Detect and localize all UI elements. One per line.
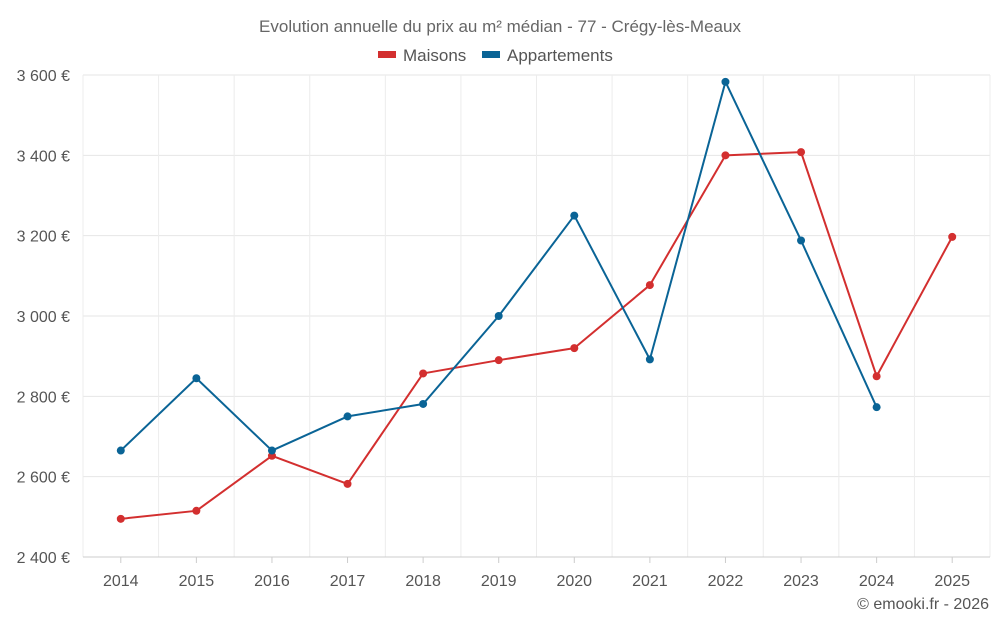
data-point-appartements[interactable] (872, 403, 881, 412)
legend-item-maisons[interactable]: Maisons (378, 46, 466, 65)
data-point-maisons[interactable] (570, 344, 579, 353)
x-tick-label: 2016 (254, 573, 290, 590)
legend: Maisons Appartements (378, 46, 613, 65)
data-point-maisons[interactable] (116, 514, 125, 523)
legend-item-appartements[interactable]: Appartements (482, 46, 613, 65)
x-tick-label: 2025 (934, 573, 970, 590)
data-point-appartements[interactable] (797, 236, 806, 245)
data-point-appartements[interactable] (570, 211, 579, 220)
x-tick-label: 2014 (103, 573, 139, 590)
x-tick-label: 2020 (556, 573, 592, 590)
data-point-appartements[interactable] (343, 412, 352, 421)
x-tick-label: 2019 (481, 573, 517, 590)
y-tick-label: 3 600 € (17, 68, 70, 85)
x-tick-label: 2024 (859, 573, 895, 590)
data-point-maisons[interactable] (872, 372, 881, 381)
data-point-appartements[interactable] (721, 77, 730, 86)
data-point-appartements[interactable] (116, 446, 125, 455)
data-point-maisons[interactable] (343, 479, 352, 488)
credit-text: © emooki.fr - 2026 (857, 596, 989, 613)
data-point-appartements[interactable] (645, 355, 654, 364)
y-tick-label: 2 600 € (17, 470, 70, 487)
data-point-appartements[interactable] (419, 399, 428, 408)
legend-label-appartements: Appartements (507, 46, 613, 65)
x-tick-label: 2022 (708, 573, 744, 590)
x-tick-label: 2021 (632, 573, 668, 590)
data-point-maisons[interactable] (192, 506, 201, 515)
x-tick-label: 2015 (179, 573, 215, 590)
data-point-maisons[interactable] (419, 369, 428, 378)
legend-swatch-appartements (482, 51, 500, 58)
y-tick-label: 3 400 € (17, 148, 70, 165)
series-line-maisons (120, 151, 954, 520)
data-point-appartements[interactable] (494, 312, 503, 320)
data-point-maisons[interactable] (721, 151, 730, 160)
axes: 2 400 € 2 600 € 2 800 € 3 000 € 3 200 € 3 400… (17, 68, 990, 590)
series-appartements (116, 77, 881, 455)
y-tick-label: 2 800 € (17, 389, 70, 406)
series-group (116, 77, 957, 523)
data-point-appartements[interactable] (192, 374, 201, 383)
data-point-maisons[interactable] (494, 356, 503, 365)
data-point-maisons[interactable] (948, 232, 957, 241)
y-tick-label: 3 000 € (17, 309, 70, 326)
y-tick-label: 3 200 € (17, 229, 70, 246)
x-tick-label: 2017 (330, 573, 366, 590)
data-point-appartements[interactable] (267, 446, 276, 455)
x-tick-label: 2023 (783, 573, 819, 590)
chart-title: Evolution annuelle du prix au m² médian … (259, 17, 741, 36)
data-point-maisons[interactable] (797, 148, 806, 157)
y-tick-label: 2 400 € (17, 550, 70, 567)
legend-label-maisons: Maisons (403, 46, 466, 65)
grid (82, 74, 991, 558)
legend-swatch-maisons (378, 51, 396, 58)
data-point-maisons[interactable] (645, 281, 654, 290)
x-tick-label: 2018 (405, 573, 441, 590)
